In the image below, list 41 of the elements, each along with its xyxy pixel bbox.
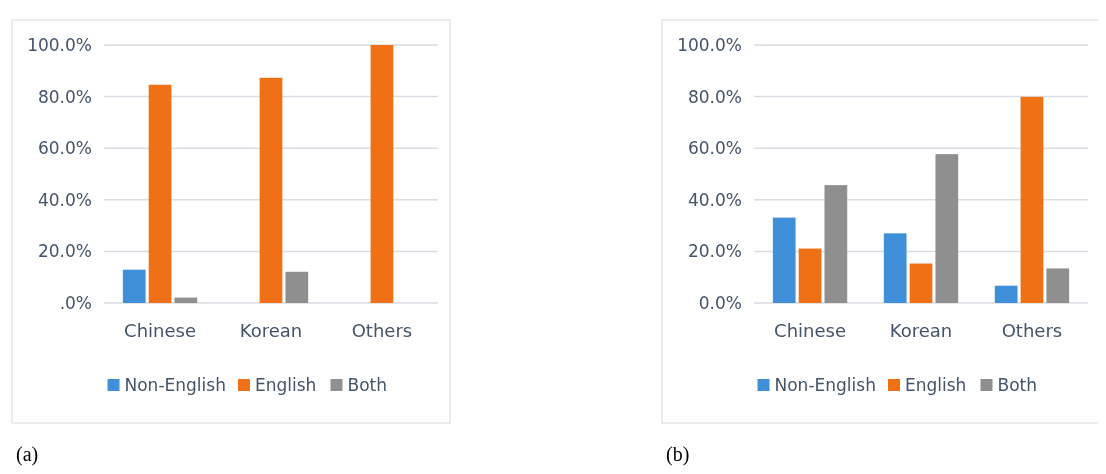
bar [909,263,933,303]
bar [259,77,283,303]
y-tick-label: 60.0% [37,138,92,159]
bar [370,45,394,303]
bar [122,269,146,303]
y-tick-label: 100.0% [27,34,92,55]
legend-label: English [905,374,967,395]
y-tick-label: 40.0% [687,189,742,210]
x-tick-label: Chinese [124,320,196,341]
legend-label: English [255,374,317,395]
legend-label: Non-English [774,374,876,395]
bar [1046,268,1070,303]
y-tick-label: 100.0% [677,34,742,55]
x-tick-label: Korean [889,320,953,341]
bar [772,217,796,303]
bar [824,185,848,303]
y-tick-label: .0% [59,292,92,313]
x-tick-label: Others [1001,320,1063,341]
x-tick-label: Chinese [774,320,846,341]
text: (b) [666,443,690,466]
bar [935,154,959,303]
bar [883,233,907,303]
bar [285,271,309,303]
bar [174,297,198,303]
x-tick-label: Others [351,320,413,341]
bar [798,248,822,303]
y-tick-label: 60.0% [687,138,742,159]
y-tick-label: 20.0% [687,241,742,262]
bar [994,285,1018,303]
y-tick-label: 0.0% [698,292,742,313]
x-tick-label: Korean [239,320,303,341]
bar [1020,96,1044,303]
bar [148,84,172,303]
y-tick-label: 40.0% [37,189,92,210]
legend-label: Non-English [124,374,226,395]
y-tick-label: 80.0% [37,86,92,107]
y-tick-label: 20.0% [37,241,92,262]
legend-label: Both [997,374,1038,395]
legend-label: Both [347,374,388,395]
text: (a) [16,443,39,466]
y-tick-label: 80.0% [687,86,742,107]
